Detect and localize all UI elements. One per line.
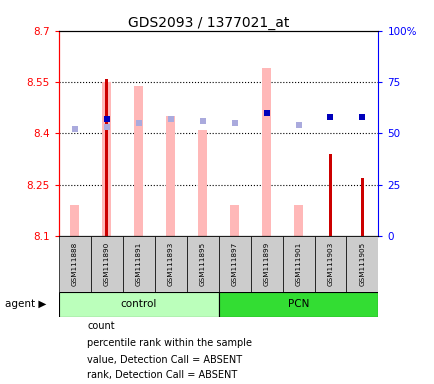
Bar xyxy=(346,236,378,292)
Text: value, Detection Call = ABSENT: value, Detection Call = ABSENT xyxy=(87,355,242,365)
Bar xyxy=(105,79,108,236)
Bar xyxy=(186,236,218,292)
Text: GSM111899: GSM111899 xyxy=(263,242,269,286)
Bar xyxy=(250,236,282,292)
Text: control: control xyxy=(120,299,157,310)
Bar xyxy=(102,82,111,236)
Text: GSM111901: GSM111901 xyxy=(295,242,301,286)
Bar xyxy=(91,236,122,292)
Text: GSM111891: GSM111891 xyxy=(135,242,141,286)
Bar xyxy=(314,236,345,292)
Bar xyxy=(155,236,186,292)
Bar xyxy=(122,236,155,292)
Bar xyxy=(59,236,91,292)
Bar xyxy=(293,205,302,236)
Bar xyxy=(282,236,314,292)
Bar xyxy=(59,292,218,317)
Text: GSM111897: GSM111897 xyxy=(231,242,237,286)
Bar xyxy=(166,116,175,236)
Text: GDS2093 / 1377021_at: GDS2093 / 1377021_at xyxy=(128,16,289,30)
Bar xyxy=(218,236,250,292)
Bar xyxy=(218,292,378,317)
Text: PCN: PCN xyxy=(287,299,309,310)
Bar xyxy=(70,205,79,236)
Bar xyxy=(134,86,143,236)
Bar xyxy=(360,178,363,236)
Bar xyxy=(230,205,239,236)
Text: GSM111905: GSM111905 xyxy=(358,242,365,286)
Bar xyxy=(328,154,331,236)
Bar xyxy=(261,68,270,236)
Text: rank, Detection Call = ABSENT: rank, Detection Call = ABSENT xyxy=(87,370,237,380)
Text: GSM111890: GSM111890 xyxy=(103,242,109,286)
Text: percentile rank within the sample: percentile rank within the sample xyxy=(87,338,251,348)
Text: agent ▶: agent ▶ xyxy=(5,299,46,309)
Text: GSM111903: GSM111903 xyxy=(327,242,333,286)
Text: GSM111895: GSM111895 xyxy=(199,242,205,286)
Text: count: count xyxy=(87,321,115,331)
Text: GSM111893: GSM111893 xyxy=(167,242,173,286)
Bar xyxy=(197,130,207,236)
Text: GSM111888: GSM111888 xyxy=(72,242,78,286)
